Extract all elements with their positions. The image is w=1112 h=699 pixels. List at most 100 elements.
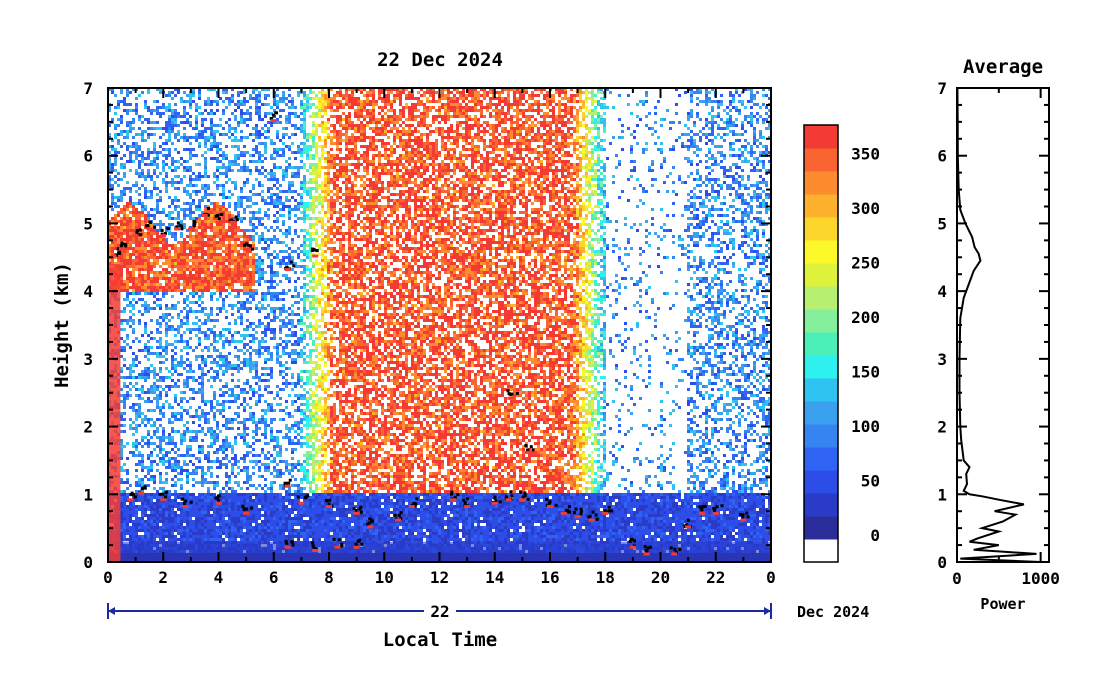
heat-cell bbox=[219, 262, 222, 265]
heat-cell bbox=[138, 118, 141, 121]
heat-cell bbox=[132, 421, 135, 424]
heat-cell bbox=[168, 139, 171, 142]
heat-cell bbox=[231, 217, 234, 220]
heat-cell bbox=[228, 130, 231, 133]
heat-cell bbox=[240, 499, 243, 502]
heat-cell bbox=[183, 331, 186, 334]
heat-cell bbox=[255, 487, 258, 490]
heat-cell bbox=[246, 433, 249, 436]
heat-cell bbox=[252, 229, 255, 232]
heat-cell bbox=[237, 472, 240, 475]
heat-cell bbox=[252, 295, 255, 298]
heat-cell bbox=[231, 169, 234, 172]
heat-cell bbox=[207, 490, 210, 493]
heat-cell bbox=[252, 91, 255, 94]
heat-cell bbox=[153, 151, 156, 154]
heat-cell bbox=[189, 415, 192, 418]
heat-cell bbox=[123, 307, 126, 310]
heat-cell bbox=[216, 217, 219, 220]
heat-cell bbox=[216, 538, 219, 541]
heat-cell bbox=[195, 226, 198, 229]
heat-cell bbox=[237, 364, 240, 367]
heat-cell bbox=[225, 268, 228, 271]
heat-cell bbox=[270, 439, 273, 442]
heat-cell bbox=[120, 532, 123, 535]
heat-cell bbox=[165, 184, 168, 187]
heat-cell bbox=[120, 322, 123, 325]
heat-cell bbox=[216, 532, 219, 535]
heat-cell bbox=[231, 304, 234, 307]
heat-cell bbox=[216, 307, 219, 310]
heat-cell bbox=[165, 247, 168, 250]
heat-cell bbox=[240, 262, 243, 265]
heat-cell bbox=[195, 127, 198, 130]
heat-cell bbox=[255, 130, 258, 133]
heat-cell bbox=[135, 226, 138, 229]
heat-cell bbox=[237, 148, 240, 151]
heat-cell bbox=[120, 424, 123, 427]
heat-cell bbox=[252, 526, 255, 529]
heat-cell bbox=[237, 370, 240, 373]
heat-cell bbox=[222, 184, 225, 187]
heat-cell bbox=[210, 400, 213, 403]
heat-cell bbox=[189, 517, 192, 520]
heat-cell bbox=[192, 523, 195, 526]
heat-cell bbox=[144, 511, 147, 514]
heat-cell bbox=[183, 538, 186, 541]
heat-cell bbox=[249, 361, 252, 364]
heat-cell bbox=[120, 496, 123, 499]
heat-cell bbox=[138, 496, 141, 499]
heat-cell bbox=[237, 526, 240, 529]
heat-cell bbox=[138, 424, 141, 427]
heat-cell bbox=[261, 502, 264, 505]
heat-cell bbox=[189, 454, 192, 457]
heat-cell bbox=[108, 145, 111, 148]
heat-cell bbox=[171, 523, 174, 526]
heat-cell bbox=[258, 307, 261, 310]
heat-cell bbox=[249, 274, 252, 277]
heat-cell bbox=[255, 427, 258, 430]
heat-cell bbox=[270, 112, 273, 115]
heat-cell bbox=[159, 460, 162, 463]
heat-cell bbox=[222, 343, 225, 346]
heat-cell bbox=[222, 157, 225, 160]
heat-cell bbox=[141, 523, 144, 526]
heat-cell bbox=[252, 340, 255, 343]
heat-cell bbox=[237, 91, 240, 94]
heat-cell bbox=[153, 502, 156, 505]
heat-cell bbox=[237, 229, 240, 232]
heat-cell bbox=[207, 328, 210, 331]
heat-cell bbox=[219, 211, 222, 214]
heat-cell bbox=[234, 208, 237, 211]
heat-cell bbox=[234, 130, 237, 133]
heat-cell bbox=[207, 271, 210, 274]
heat-cell bbox=[192, 415, 195, 418]
heat-cell bbox=[231, 253, 234, 256]
heat-cell bbox=[237, 355, 240, 358]
heat-cell bbox=[120, 232, 123, 235]
heat-cell bbox=[153, 181, 156, 184]
heat-cell bbox=[165, 280, 168, 283]
heat-cell bbox=[177, 160, 180, 163]
heat-cell bbox=[114, 127, 117, 130]
heat-cell bbox=[210, 238, 213, 241]
heat-cell bbox=[144, 505, 147, 508]
heat-cell bbox=[258, 97, 261, 100]
heat-cell bbox=[114, 169, 117, 172]
heat-cell bbox=[201, 502, 204, 505]
heat-cell bbox=[201, 184, 204, 187]
heat-cell bbox=[153, 424, 156, 427]
heat-cell bbox=[270, 172, 273, 175]
heat-cell bbox=[192, 253, 195, 256]
heat-cell bbox=[234, 499, 237, 502]
heat-cell bbox=[159, 238, 162, 241]
heat-cell bbox=[120, 238, 123, 241]
heat-cell bbox=[132, 514, 135, 517]
heat-cell bbox=[261, 379, 264, 382]
heat-cell bbox=[240, 496, 243, 499]
heat-cell bbox=[213, 241, 216, 244]
heat-cell bbox=[273, 166, 276, 169]
heat-cell bbox=[120, 196, 123, 199]
heat-cell bbox=[270, 271, 273, 274]
